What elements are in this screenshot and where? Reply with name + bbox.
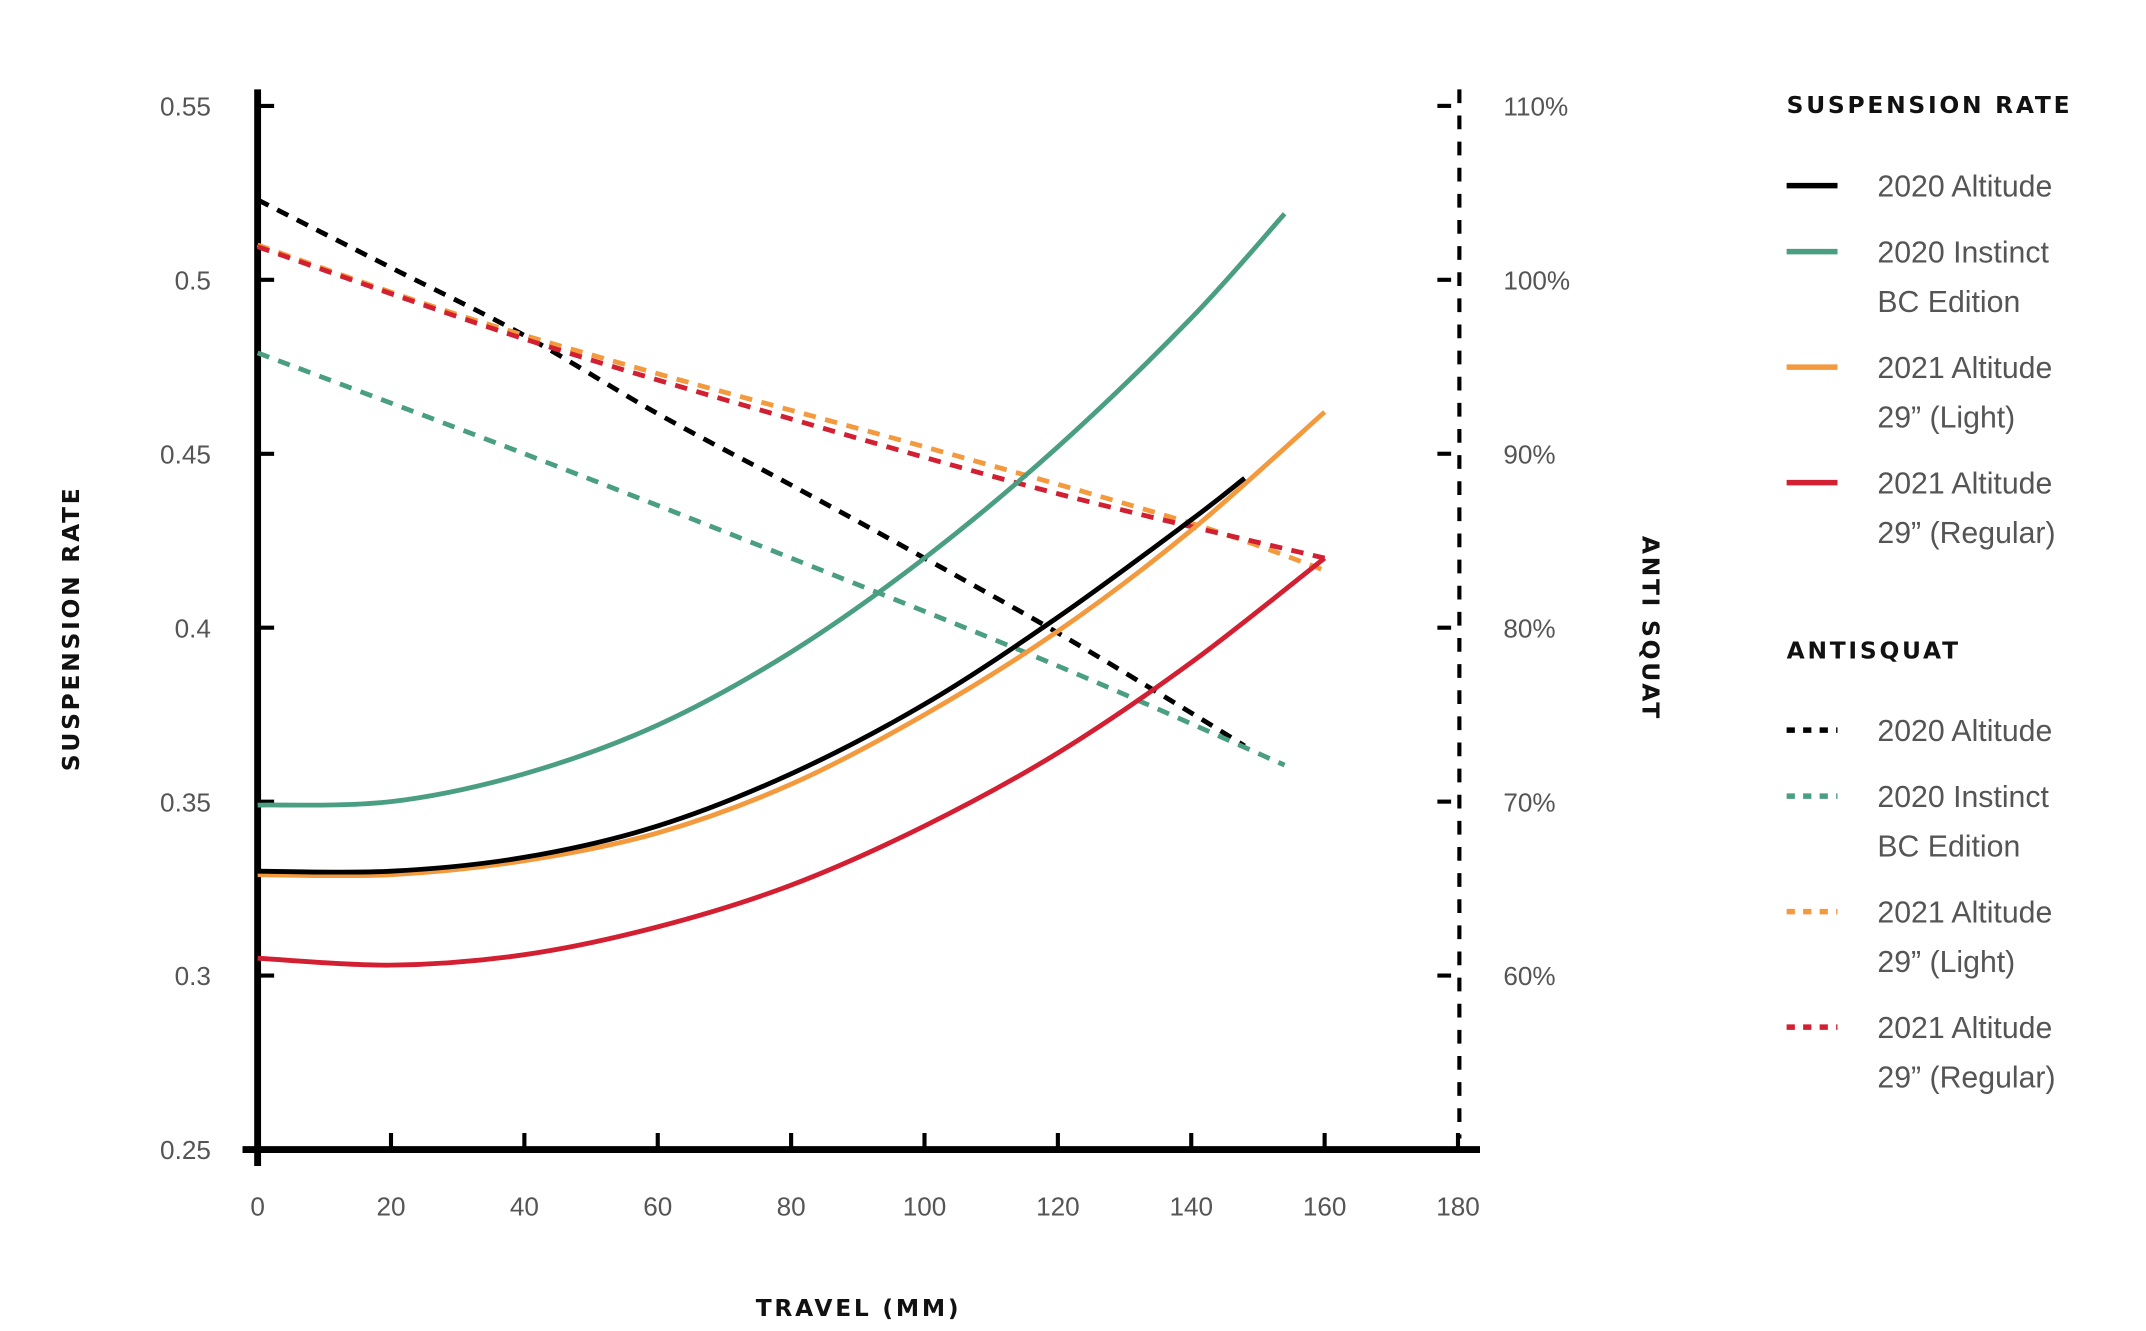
y2-tick-label: 70% <box>1503 787 1555 817</box>
x-tick-label: 100 <box>903 1192 947 1222</box>
y2-tick-label: 90% <box>1503 439 1555 469</box>
x-tick-label: 140 <box>1169 1192 1213 1222</box>
y-tick-label: 0.35 <box>160 787 211 817</box>
x-tick-label: 120 <box>1036 1192 1080 1222</box>
x-tick-label: 180 <box>1436 1192 1480 1222</box>
legend-title-antisquat: ANTISQUAT <box>1787 637 1961 665</box>
legend-label-antisquat: 2020 Altitude <box>1877 715 2052 748</box>
legend-label-antisquat: BC Edition <box>1877 831 2020 864</box>
suspension-line-3 <box>257 556 1327 968</box>
legend-label-antisquat: 2020 Instinct <box>1877 781 2049 814</box>
legend-label-suspension: 2021 Altitude <box>1877 468 2052 501</box>
y-axis-title: SUSPENSION RATE <box>57 486 85 772</box>
x-tick-label: 20 <box>376 1192 405 1222</box>
x-tick-label: 40 <box>510 1192 539 1222</box>
legend-label-suspension: BC Edition <box>1877 286 2020 319</box>
suspension-line-0 <box>257 476 1247 875</box>
legend-label-suspension: 2021 Altitude <box>1877 352 2052 385</box>
x-tick-label: 0 <box>250 1192 265 1222</box>
suspension-line-1 <box>257 212 1287 808</box>
y-tick-label: 0.55 <box>160 92 211 122</box>
y-tick-label: 0.25 <box>160 1135 211 1165</box>
y2-tick-label: 60% <box>1503 961 1555 991</box>
legend-label-antisquat: 29” (Regular) <box>1877 1062 2055 1095</box>
x-tick-label: 160 <box>1303 1192 1347 1222</box>
antisquat-line-1 <box>256 350 1286 768</box>
y2-axis-title: ANTI SQUAT <box>1636 536 1664 721</box>
y2-tick-label: 80% <box>1503 613 1555 643</box>
legend-label-suspension: 2020 Altitude <box>1877 171 2052 204</box>
x-axis-title: TRAVEL (MM) <box>756 1294 962 1322</box>
antisquat-line-3 <box>256 244 1326 561</box>
legend-label-suspension: 29” (Light) <box>1877 402 2015 435</box>
y-tick-label: 0.45 <box>160 439 211 469</box>
legend-label-antisquat: 2021 Altitude <box>1877 897 2052 930</box>
x-tick-label: 60 <box>643 1192 672 1222</box>
suspension-line-2 <box>257 410 1327 879</box>
y2-tick-label: 100% <box>1503 265 1570 295</box>
legend-label-antisquat: 2021 Altitude <box>1877 1012 2052 1045</box>
y2-tick-label: 110% <box>1503 92 1568 122</box>
antisquat-line-0 <box>256 197 1246 749</box>
y-tick-label: 0.3 <box>175 961 211 991</box>
legend-label-suspension: 29” (Regular) <box>1877 517 2055 550</box>
legend-label-antisquat: 29” (Light) <box>1877 946 2015 979</box>
legend-title-suspension: SUSPENSION RATE <box>1787 91 2073 119</box>
y-tick-label: 0.4 <box>175 613 211 643</box>
x-tick-label: 80 <box>777 1192 806 1222</box>
y-tick-label: 0.5 <box>175 265 211 295</box>
legend-label-suspension: 2020 Instinct <box>1877 237 2049 270</box>
